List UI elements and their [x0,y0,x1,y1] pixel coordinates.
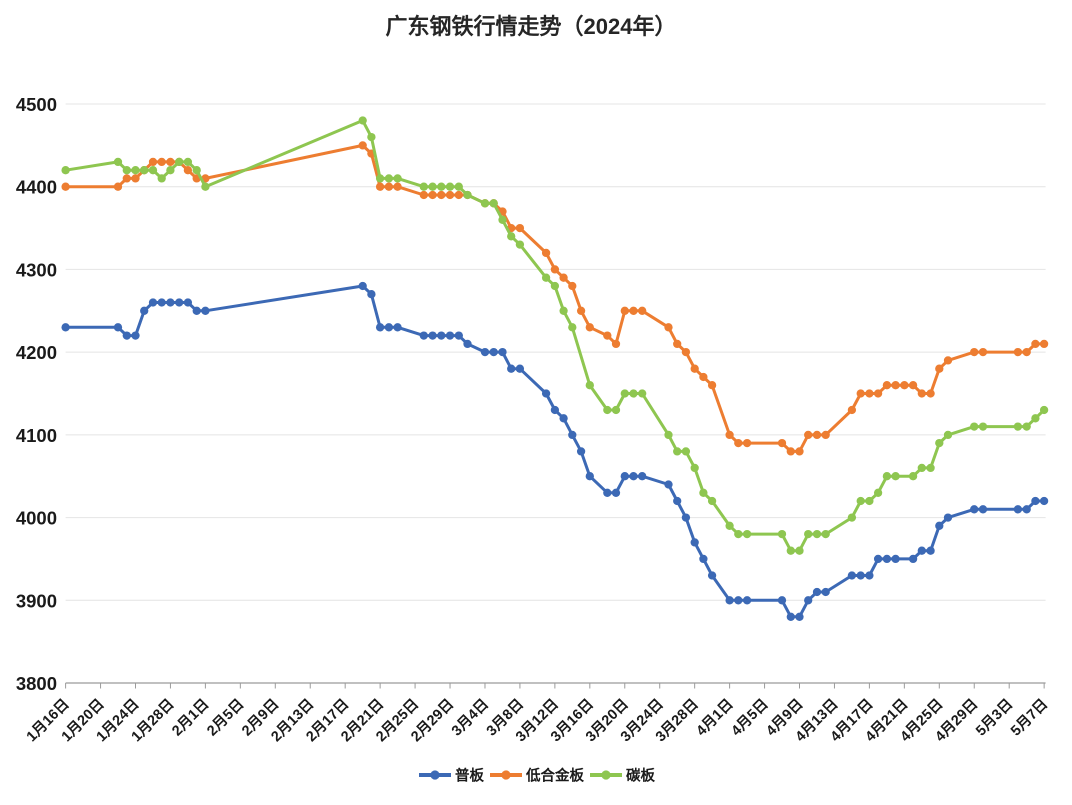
svg-text:普板: 普板 [455,767,484,785]
svg-text:3800: 3800 [16,673,57,694]
svg-text:4400: 4400 [16,177,57,198]
svg-text:广东钢铁行情走势（2024年）: 广东钢铁行情走势（2024年） [386,14,677,39]
svg-text:4000: 4000 [16,508,57,529]
svg-text:4500: 4500 [16,94,57,115]
svg-text:低合金板: 低合金板 [525,767,584,785]
svg-text:4200: 4200 [16,342,57,363]
svg-text:3900: 3900 [16,590,57,611]
svg-text:碳板: 碳板 [626,767,655,785]
svg-text:4100: 4100 [16,425,57,446]
svg-text:4300: 4300 [16,259,57,280]
